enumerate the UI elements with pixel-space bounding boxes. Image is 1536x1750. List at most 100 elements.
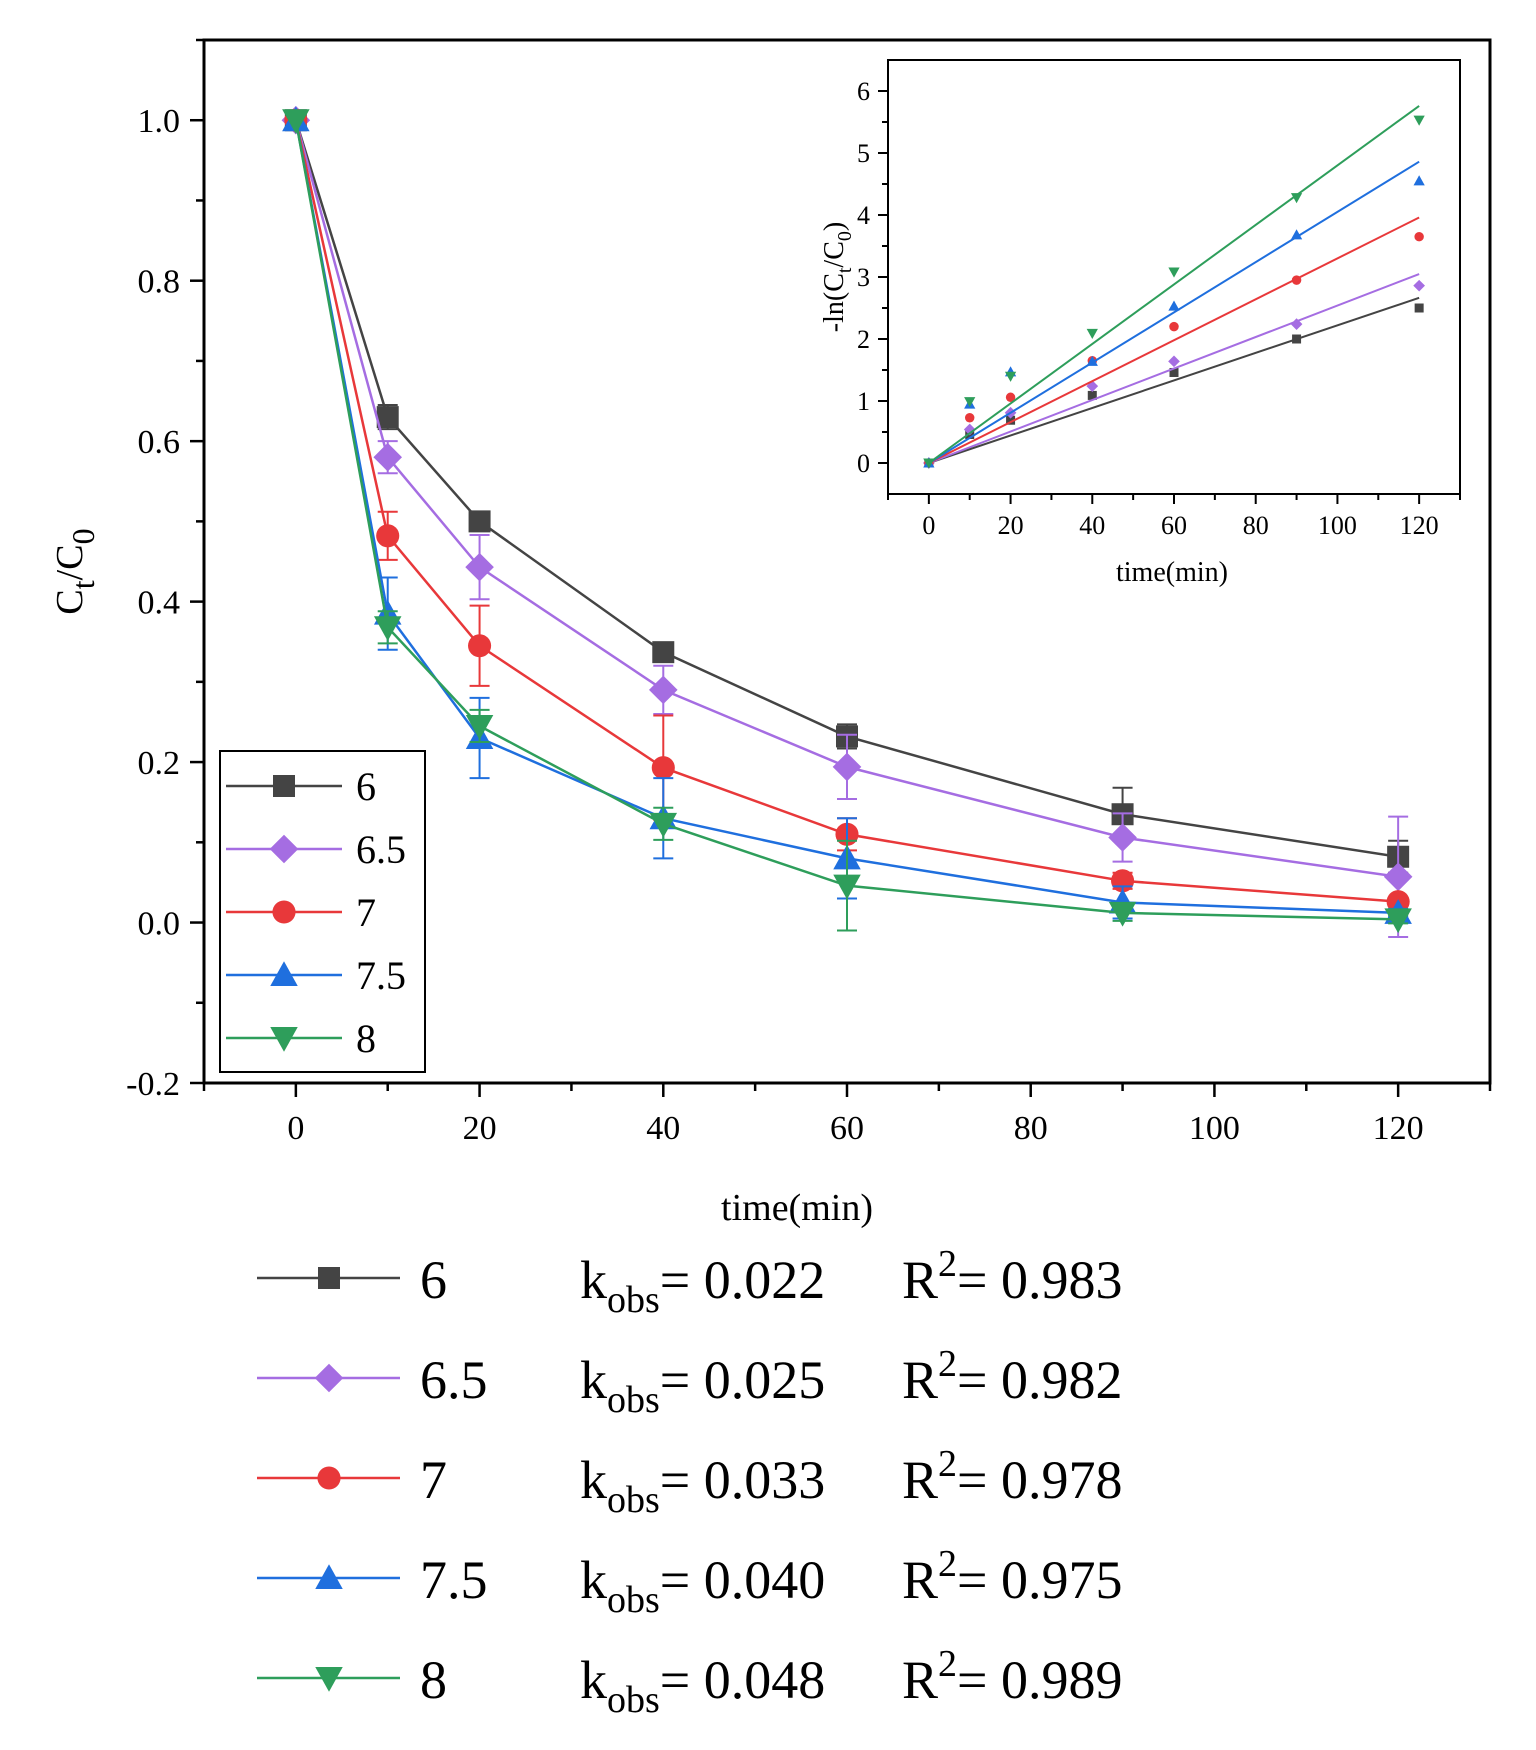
data-point bbox=[282, 109, 310, 134]
k-symbol: k bbox=[580, 1550, 607, 1610]
main-x-tick-label: 80 bbox=[1014, 1110, 1048, 1147]
inset-x-tick-label: 100 bbox=[1318, 511, 1357, 540]
k-subscript: obs bbox=[607, 1579, 660, 1621]
data-point bbox=[1086, 355, 1098, 366]
main-y-axis-title: Ct/C0 bbox=[49, 528, 101, 614]
k-subscript: obs bbox=[607, 1479, 660, 1521]
data-point bbox=[1108, 823, 1137, 852]
fit-line-8 bbox=[928, 105, 1420, 464]
r2-value: = 0.982 bbox=[957, 1350, 1122, 1410]
inset-series-8 bbox=[923, 105, 1425, 469]
inset-y-tick-label: 0 bbox=[857, 449, 870, 478]
legend-label: 6.5 bbox=[356, 827, 406, 872]
r-superscript: 2 bbox=[938, 1543, 957, 1585]
inset-y-axis-title-sub: 0 bbox=[834, 231, 856, 241]
inset-x-axis-title: time(min) bbox=[1116, 557, 1228, 588]
data-point bbox=[833, 874, 861, 900]
kinetics-ph-label: 7.5 bbox=[420, 1550, 488, 1610]
kinetics-r2-text: R2= 0.989 bbox=[902, 1643, 1123, 1710]
legend-marker bbox=[272, 900, 296, 924]
r2-value: = 0.978 bbox=[957, 1450, 1122, 1510]
data-point bbox=[1414, 303, 1424, 313]
main-y-tick-label: 0.8 bbox=[138, 264, 181, 301]
kinetics-r2-text: R2= 0.983 bbox=[902, 1243, 1123, 1310]
kinetics-r2-text: R2= 0.982 bbox=[902, 1343, 1123, 1410]
r-superscript: 2 bbox=[938, 1343, 957, 1385]
inset-y-tick-label: 6 bbox=[857, 77, 870, 106]
data-point bbox=[1169, 321, 1179, 332]
inset-y-axis-title-sep: /C bbox=[819, 241, 850, 267]
kinetics-ph-label: 6.5 bbox=[420, 1350, 488, 1410]
data-point bbox=[1290, 318, 1303, 330]
kinetics-legend-marker bbox=[318, 1267, 340, 1289]
r-superscript: 2 bbox=[938, 1443, 957, 1485]
data-point bbox=[373, 442, 403, 472]
k-value: = 0.025 bbox=[660, 1350, 825, 1410]
data-point bbox=[1108, 901, 1137, 927]
main-series-8 bbox=[282, 109, 1412, 934]
kinetics-r2-text: R2= 0.975 bbox=[902, 1543, 1123, 1610]
main-y-tick-label: 0.2 bbox=[138, 745, 181, 782]
kinetics-row-8: 8 kobs= 0.048 R2= 0.989 bbox=[257, 1643, 1123, 1721]
main-chart: 0 20 40 60 80 100 120-0.20.00.20.40.60.81.0tim… bbox=[49, 38, 1492, 1229]
inset-y-axis-title-pre: -ln(C bbox=[819, 273, 850, 332]
kinetics-legend-marker bbox=[315, 1564, 343, 1589]
data-point bbox=[373, 616, 402, 642]
kinetics-k-text: kobs= 0.025 bbox=[580, 1350, 825, 1421]
main-x-tick-label: 40 bbox=[646, 1110, 680, 1147]
fit-line-7.5 bbox=[928, 160, 1420, 464]
data-point bbox=[964, 397, 976, 408]
data-point bbox=[1006, 415, 1016, 425]
main-y-axis-title-sub: 0 bbox=[65, 528, 101, 544]
inset-y-tick-label: 2 bbox=[857, 325, 870, 354]
main-y-axis-title-sep: /C bbox=[49, 544, 91, 580]
k-value: = 0.033 bbox=[660, 1450, 825, 1510]
kinetics-k-text: kobs= 0.048 bbox=[580, 1650, 825, 1721]
data-point bbox=[1383, 862, 1413, 892]
main-x-tick-label: 120 bbox=[1373, 1110, 1424, 1147]
inset-x-tick-label: 120 bbox=[1400, 511, 1439, 540]
main-x-tick-label: 60 bbox=[830, 1110, 864, 1147]
main-y-tick-label: 0.6 bbox=[138, 424, 181, 461]
legend-label: 7 bbox=[356, 890, 376, 935]
r-symbol: R bbox=[902, 1450, 938, 1510]
data-point bbox=[1005, 392, 1016, 403]
data-point bbox=[1290, 229, 1303, 240]
legend-label: 7.5 bbox=[356, 953, 406, 998]
data-point bbox=[1168, 267, 1180, 278]
data-point bbox=[1413, 115, 1425, 126]
kinetics-row-6.5: 6.5 kobs= 0.025 R2= 0.982 bbox=[257, 1343, 1123, 1421]
main-legend: 6 6.5 7 7.5 8 bbox=[219, 750, 426, 1073]
inset-y-tick-label: 1 bbox=[857, 387, 870, 416]
data-point bbox=[1169, 367, 1179, 377]
data-point bbox=[1168, 355, 1180, 368]
legend-marker bbox=[269, 834, 299, 864]
inset-x-tick-label: 0 bbox=[922, 511, 935, 540]
data-point bbox=[376, 406, 399, 429]
main-series-6.5 bbox=[281, 105, 1413, 938]
data-point bbox=[468, 634, 492, 658]
data-point bbox=[465, 714, 494, 740]
kinetics-k-text: kobs= 0.033 bbox=[580, 1450, 825, 1521]
k-subscript: obs bbox=[607, 1679, 660, 1721]
main-y-tick-label: 1.0 bbox=[138, 103, 181, 140]
data-point bbox=[1004, 371, 1017, 382]
k-value: = 0.048 bbox=[660, 1650, 825, 1710]
data-point bbox=[964, 413, 975, 423]
data-point bbox=[1086, 328, 1098, 340]
data-point bbox=[1290, 193, 1303, 204]
inset-y-tick-label: 3 bbox=[857, 263, 870, 292]
inset-y-tick-label: 4 bbox=[857, 201, 870, 230]
inset-y-axis-title-post: ) bbox=[819, 222, 850, 231]
main-x-tick-label: 100 bbox=[1189, 1110, 1240, 1147]
main-y-tick-label: 0.0 bbox=[138, 906, 181, 943]
k-value: = 0.040 bbox=[660, 1550, 825, 1610]
data-point bbox=[465, 552, 494, 582]
k-symbol: k bbox=[580, 1250, 607, 1310]
inset-x-tick-label: 80 bbox=[1243, 511, 1269, 540]
main-x-tick-label: 20 bbox=[463, 1110, 497, 1147]
data-point bbox=[468, 510, 491, 533]
inset-y-tick-label: 5 bbox=[857, 139, 870, 168]
kinetics-k-text: kobs= 0.022 bbox=[580, 1250, 825, 1321]
